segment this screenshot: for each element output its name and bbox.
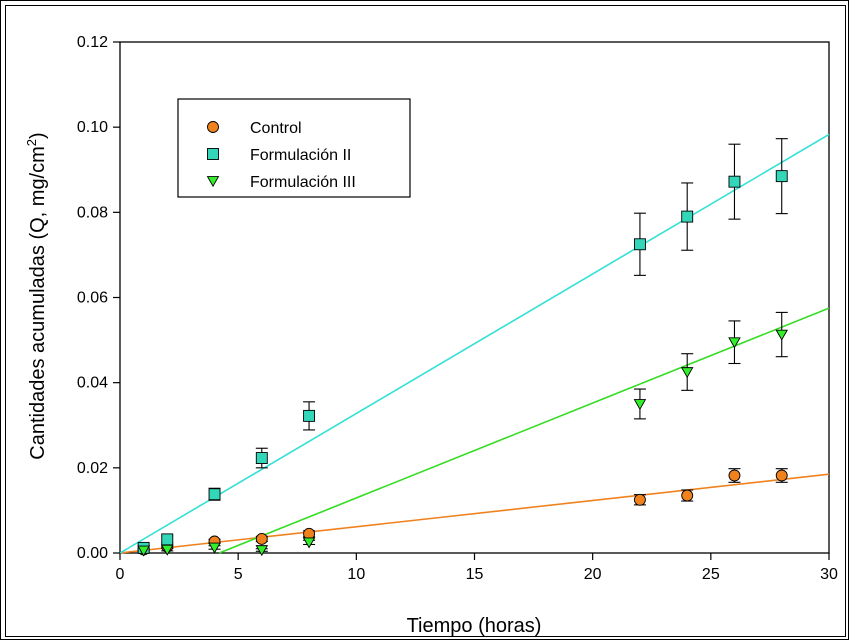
x-tick-label: 15 <box>466 566 484 583</box>
data-point <box>775 170 788 183</box>
legend: Control Formulación II Formulación III <box>177 98 411 198</box>
ticks: 0 5 10 15 20 25 30 0.00 0.02 0.04 0.06 0.08 0.10 0.12 <box>77 34 838 583</box>
data-points <box>137 170 789 557</box>
data-point <box>208 542 221 554</box>
data-point <box>633 493 646 506</box>
x-tick-label: 25 <box>702 566 720 583</box>
y-axis-label-superscript: 2 <box>24 139 39 146</box>
y-tick-label: 0.04 <box>77 375 108 392</box>
y-tick-label: 0.08 <box>77 204 108 221</box>
data-point <box>633 238 646 251</box>
y-tick-label: 0.06 <box>77 290 108 307</box>
legend-label: Formulación III <box>250 174 356 191</box>
fit-line <box>218 307 830 554</box>
data-point <box>728 175 741 188</box>
y-axis-label-main: Cantidades acumuladas (Q, mg/cm <box>27 146 49 459</box>
data-point <box>137 545 150 557</box>
legend-marker <box>207 148 219 160</box>
data-point <box>681 210 694 223</box>
y-tick-label: 0.02 <box>77 460 108 477</box>
fit-line <box>119 473 830 554</box>
data-point <box>303 409 316 422</box>
x-tick-label: 30 <box>820 566 838 583</box>
x-tick-label: 5 <box>234 566 243 583</box>
data-point <box>161 533 174 546</box>
y-tick-label: 0.12 <box>77 34 108 51</box>
data-point <box>160 544 174 556</box>
fit-line <box>119 133 830 554</box>
y-axis-label-close: ) <box>27 132 49 139</box>
inner-frame <box>5 5 846 637</box>
data-point <box>302 537 316 549</box>
fit-lines <box>119 133 830 554</box>
data-point <box>255 532 268 545</box>
data-point <box>728 337 741 349</box>
data-point <box>255 545 269 557</box>
data-point <box>775 469 788 482</box>
x-tick-label: 10 <box>347 566 365 583</box>
data-point <box>255 452 268 464</box>
y-tick-label: 0.00 <box>77 545 108 562</box>
legend-label: Formulación II <box>250 147 351 164</box>
y-axis-label: Cantidades acumuladas (Q, mg/cm2) <box>24 132 49 459</box>
x-tick-label: 0 <box>116 566 125 583</box>
y-tick-label: 0.10 <box>77 119 108 136</box>
data-point <box>681 489 694 502</box>
legend-label: Control <box>250 120 302 137</box>
x-tick-label: 20 <box>584 566 602 583</box>
data-point <box>728 469 741 482</box>
data-point <box>775 329 789 341</box>
legend-marker <box>206 176 220 188</box>
legend-marker <box>207 121 219 133</box>
data-point <box>680 367 694 379</box>
data-point <box>633 399 647 411</box>
x-axis-label: Tiempo (horas) <box>407 615 542 637</box>
data-point <box>208 488 221 501</box>
